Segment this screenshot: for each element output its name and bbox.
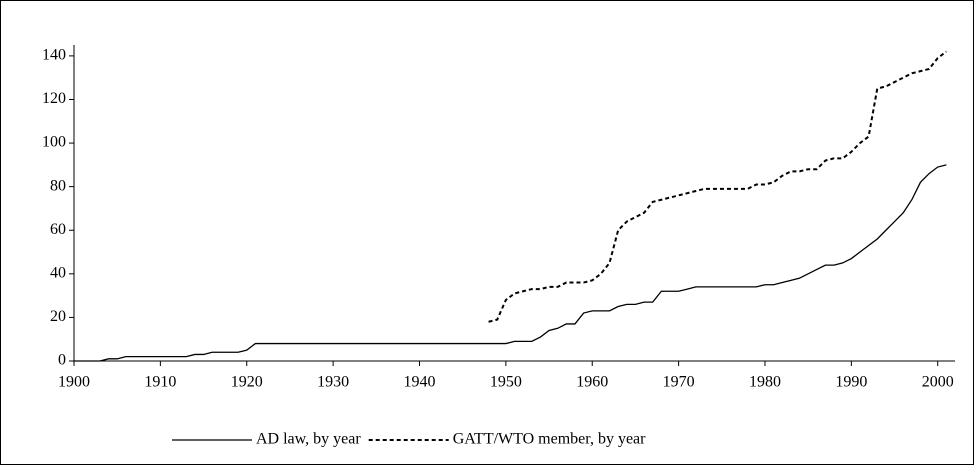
y-tick-label: 20 bbox=[50, 308, 66, 325]
x-tick-label: 2000 bbox=[922, 374, 954, 391]
series-line bbox=[488, 50, 947, 323]
y-tick-label: 60 bbox=[50, 221, 66, 238]
x-tick-label: 1950 bbox=[490, 374, 522, 391]
y-tick-label: 40 bbox=[50, 264, 66, 281]
y-tick-label: 0 bbox=[58, 352, 66, 369]
series-line bbox=[74, 164, 947, 362]
y-tick-label: 140 bbox=[42, 47, 66, 64]
x-tick-label: 1940 bbox=[403, 374, 435, 391]
x-tick-label: 1980 bbox=[749, 374, 781, 391]
y-tick-label: 80 bbox=[50, 177, 66, 194]
legend-label: AD law, by year bbox=[256, 431, 361, 448]
y-tick-label: 120 bbox=[42, 90, 66, 107]
legend-label: GATT/WTO member, by year bbox=[453, 431, 646, 448]
x-tick-label: 1990 bbox=[835, 374, 867, 391]
x-tick-label: 1900 bbox=[58, 374, 90, 391]
x-tick-label: 1920 bbox=[231, 374, 263, 391]
x-tick-label: 1970 bbox=[663, 374, 695, 391]
y-tick-label: 100 bbox=[42, 134, 66, 151]
x-tick-label: 1910 bbox=[144, 374, 176, 391]
x-tick-label: 1930 bbox=[317, 374, 349, 391]
x-tick-label: 1960 bbox=[576, 374, 608, 391]
